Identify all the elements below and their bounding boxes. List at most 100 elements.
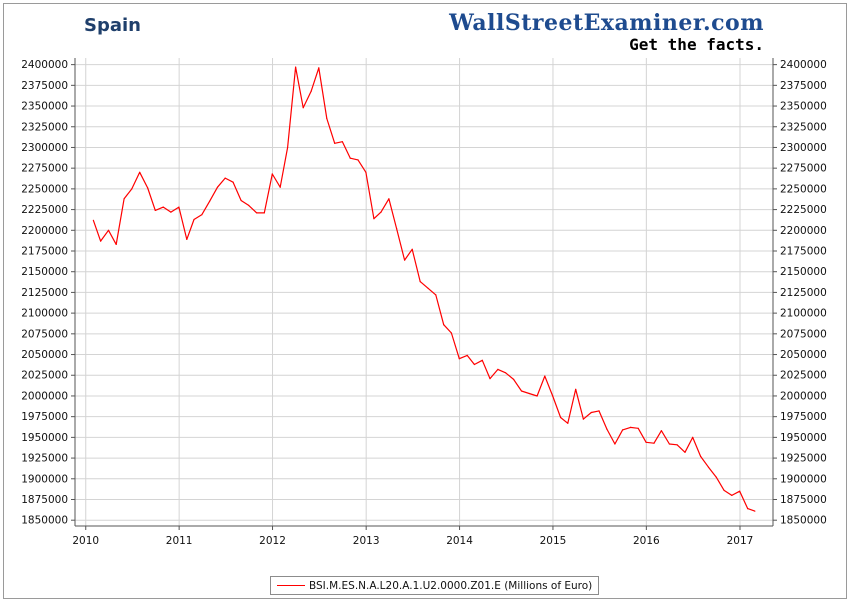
- data-point: [201, 214, 203, 216]
- data-point: [263, 212, 265, 214]
- y-tick-label-right: 2100000: [780, 308, 827, 320]
- y-tick-label-left: 2200000: [21, 225, 68, 237]
- data-point: [334, 142, 336, 144]
- data-point: [92, 219, 94, 221]
- data-point: [536, 395, 538, 397]
- data-point: [676, 444, 678, 446]
- data-point: [240, 199, 242, 202]
- x-axis: 2010 2011 2012 2013 2014 2015 2016 2017: [72, 535, 753, 547]
- y-tick-label-right: 1975000: [780, 411, 827, 423]
- data-point: [653, 442, 655, 444]
- data-point: [411, 248, 413, 250]
- data-point: [731, 494, 733, 496]
- data-point: [560, 416, 562, 419]
- y-tick-label-left: 2125000: [21, 287, 68, 299]
- data-point: [481, 359, 483, 361]
- y-tick-label-right: 2275000: [780, 163, 827, 175]
- data-point: [552, 395, 554, 397]
- y-tick-label-left: 2325000: [21, 121, 68, 133]
- data-point: [567, 422, 569, 424]
- y-tick-label-right: 1925000: [780, 453, 827, 465]
- data-point: [216, 186, 219, 188]
- data-point: [224, 177, 226, 179]
- y-tick-label-left: 2025000: [21, 370, 68, 382]
- chart-title: Spain: [84, 15, 141, 36]
- data-point: [396, 228, 398, 230]
- grid-lines: [75, 58, 773, 526]
- data-point: [528, 392, 530, 395]
- y-tick-label-left: 2100000: [21, 308, 68, 320]
- y-tick-label-right: 2200000: [780, 225, 827, 237]
- series-line: [92, 66, 755, 512]
- y-tick-label-left: 1875000: [21, 494, 68, 506]
- y-axis-right: 1850000 1875000 1900000 1925000 1950000 19750…: [780, 59, 827, 527]
- data-point: [489, 378, 491, 380]
- data-point: [427, 287, 429, 289]
- data-point: [622, 429, 624, 431]
- y-tick-label-left: 2400000: [21, 59, 68, 71]
- data-point: [404, 259, 406, 261]
- x-tick-label: 2013: [353, 535, 380, 547]
- data-point: [700, 455, 702, 457]
- data-point: [115, 243, 117, 245]
- brand-logo-text[interactable]: WallStreetExaminer.com: [449, 10, 764, 36]
- data-point: [419, 281, 421, 283]
- data-point: [505, 372, 507, 374]
- y-tick-label-left: 1950000: [21, 432, 68, 444]
- data-point: [318, 67, 320, 69]
- x-tick-label: 2010: [72, 535, 99, 547]
- data-point: [598, 410, 600, 412]
- data-point: [684, 451, 686, 453]
- y-tick-label-left: 2150000: [21, 266, 68, 278]
- x-tick-label: 2016: [633, 535, 660, 547]
- y-tick-label-left: 2300000: [21, 142, 68, 154]
- data-point: [279, 186, 281, 188]
- y-tick-label-right: 2175000: [780, 245, 827, 257]
- data-point: [380, 211, 382, 213]
- data-point: [707, 466, 710, 468]
- y-tick-label-left: 2050000: [21, 349, 68, 361]
- data-point: [209, 200, 211, 202]
- data-point: [497, 368, 499, 370]
- data-point: [357, 159, 359, 161]
- data-point: [193, 218, 195, 221]
- y-tick-label-left: 2175000: [21, 245, 68, 257]
- y-tick-label-left: 1975000: [21, 411, 68, 423]
- data-point: [287, 146, 289, 149]
- y-tick-label-right: 2125000: [780, 287, 827, 299]
- data-point: [520, 390, 523, 392]
- data-point: [310, 90, 312, 92]
- data-point: [123, 198, 125, 200]
- y-tick-label-right: 2300000: [780, 142, 827, 154]
- y-tick-label-right: 2050000: [780, 349, 827, 361]
- y-tick-label-right: 2225000: [780, 204, 827, 216]
- y-tick-label-left: 2275000: [21, 163, 68, 175]
- y-tick-label-right: 2400000: [780, 59, 827, 71]
- y-axis-left: 1850000 1875000 1900000 1925000 1950000 19750…: [21, 59, 68, 527]
- data-point: [365, 171, 367, 173]
- data-point: [754, 510, 756, 512]
- y-tick-label-left: 2350000: [21, 101, 68, 113]
- y-tick-label-left: 1925000: [21, 453, 68, 465]
- brand-tagline: Get the facts.: [629, 35, 764, 54]
- data-point: [186, 238, 188, 240]
- data-point: [513, 378, 515, 380]
- data-point: [660, 430, 663, 432]
- y-tick-label-right: 2150000: [780, 266, 827, 278]
- y-tick-label-right: 1875000: [780, 494, 827, 506]
- legend: BSI.M.ES.N.A.L20.A.1.U2.0000.Z01.E (Mill…: [270, 576, 600, 595]
- data-point: [606, 428, 608, 430]
- y-tick-label-right: 2075000: [780, 328, 827, 340]
- x-tick-label: 2017: [727, 535, 754, 547]
- data-point: [645, 441, 647, 443]
- data-point: [747, 508, 749, 510]
- data-point: [544, 375, 546, 377]
- y-tick-label-right: 2025000: [780, 370, 827, 382]
- data-point: [147, 187, 149, 189]
- series-layer: [92, 66, 756, 512]
- data-point: [170, 211, 172, 213]
- data-point: [154, 209, 156, 211]
- y-tick-label-right: 1950000: [780, 432, 827, 444]
- data-point: [637, 427, 639, 429]
